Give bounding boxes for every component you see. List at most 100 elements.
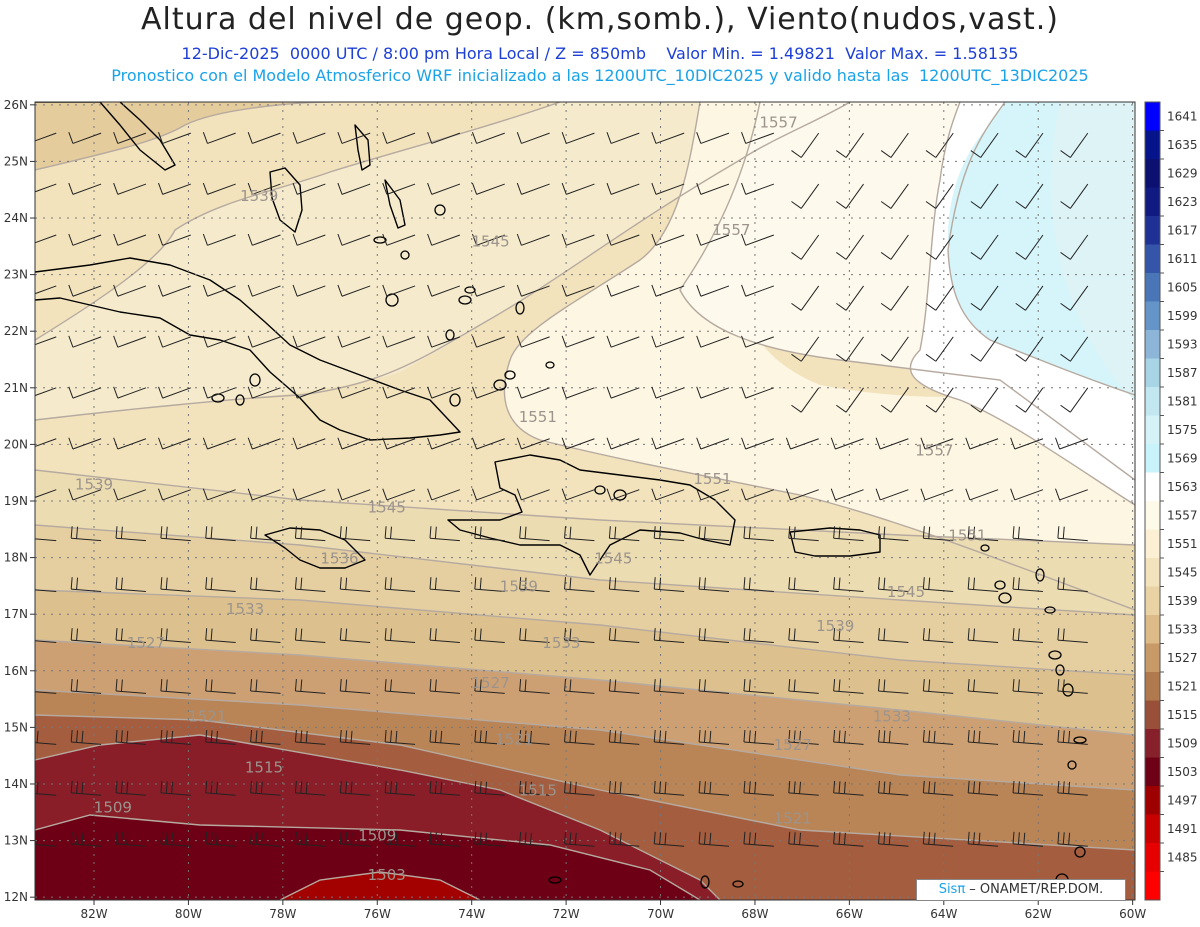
wind-barb bbox=[791, 285, 820, 311]
wind-barb bbox=[294, 729, 326, 745]
barb-staff bbox=[519, 639, 550, 643]
lon-label: 74W bbox=[458, 907, 485, 921]
barb-feather bbox=[619, 781, 622, 794]
barb-staff bbox=[205, 639, 236, 643]
wind-barb bbox=[115, 679, 146, 694]
barb-staff bbox=[564, 639, 595, 643]
barb-feather bbox=[880, 353, 892, 362]
barb-feather bbox=[205, 780, 208, 793]
coastline-4 bbox=[269, 167, 303, 233]
barb-feather bbox=[1012, 628, 1015, 641]
barb-feather bbox=[76, 628, 79, 641]
barb-feather bbox=[305, 832, 308, 845]
barb-feather bbox=[569, 679, 572, 692]
wind-barb bbox=[68, 284, 102, 297]
barb-feather bbox=[608, 577, 611, 590]
barb-feather bbox=[429, 679, 432, 692]
wind-barb bbox=[247, 284, 281, 297]
wind-barb bbox=[877, 577, 909, 593]
barb-staff bbox=[71, 639, 102, 643]
barb-feather bbox=[202, 437, 208, 450]
barb-feather bbox=[698, 831, 701, 844]
barb-feather bbox=[160, 577, 163, 590]
barb-staff bbox=[566, 132, 595, 144]
barb-staff bbox=[162, 234, 191, 246]
barb-staff bbox=[655, 285, 685, 297]
barb-staff bbox=[700, 336, 730, 348]
barb-feather bbox=[1057, 831, 1060, 844]
barb-staff bbox=[845, 285, 864, 311]
lat-label: 13N bbox=[4, 834, 28, 848]
barb-staff bbox=[386, 336, 416, 348]
wind-barb bbox=[250, 628, 281, 643]
barb-feather bbox=[68, 284, 74, 297]
barb-feather bbox=[384, 526, 387, 539]
wind-barb bbox=[741, 284, 775, 297]
wind-barb bbox=[877, 679, 909, 694]
barb-staff bbox=[566, 285, 595, 297]
wind-barb bbox=[384, 577, 416, 593]
lat-lon-grid bbox=[35, 102, 1135, 900]
barb-feather bbox=[440, 832, 443, 845]
wind-barb bbox=[294, 577, 326, 593]
barb-feather bbox=[479, 526, 482, 539]
colorbar-label: 1485 bbox=[1167, 850, 1198, 864]
wind-barb bbox=[833, 831, 864, 847]
barb-feather bbox=[24, 132, 28, 143]
barb-feather bbox=[529, 832, 532, 845]
barb-feather bbox=[158, 386, 164, 399]
barb-staff bbox=[935, 387, 954, 413]
barb-feather bbox=[529, 730, 532, 743]
barb-feather bbox=[651, 182, 657, 195]
barb-feather bbox=[748, 526, 751, 539]
barb-staff bbox=[341, 285, 371, 297]
barb-staff bbox=[700, 387, 730, 399]
wind-barb bbox=[205, 729, 236, 745]
barb-staff bbox=[566, 336, 595, 348]
barb-feather bbox=[1062, 526, 1065, 539]
barb-feather bbox=[345, 628, 348, 641]
contour-north-2 bbox=[35, 102, 851, 421]
barb-feather bbox=[973, 628, 976, 641]
wind-barb bbox=[606, 131, 640, 144]
barb-feather bbox=[479, 730, 482, 743]
lon-label: 60W bbox=[1119, 907, 1146, 921]
barb-staff bbox=[1025, 336, 1044, 362]
wind-barb bbox=[292, 131, 326, 144]
barb-staff bbox=[845, 234, 864, 260]
barb-staff bbox=[341, 336, 371, 348]
barb-feather bbox=[888, 832, 891, 845]
wind-barb bbox=[519, 526, 550, 542]
barb-feather bbox=[160, 679, 163, 692]
wind-barb bbox=[384, 679, 416, 694]
wind-barb bbox=[1060, 234, 1089, 260]
barb-feather bbox=[300, 679, 303, 692]
contour-label: 1545 bbox=[594, 549, 632, 567]
wind-barb bbox=[743, 729, 774, 745]
barb-feather bbox=[922, 679, 925, 692]
barb-feather bbox=[754, 832, 757, 845]
lat-label: 12N bbox=[4, 890, 28, 904]
wind-barb bbox=[471, 182, 505, 195]
barb-staff bbox=[341, 132, 371, 144]
wind-barb bbox=[836, 336, 864, 362]
contour-north-6 bbox=[947, 102, 1135, 396]
barb-staff bbox=[609, 843, 640, 847]
barb-feather bbox=[471, 437, 478, 450]
wind-barb bbox=[608, 780, 640, 796]
wind-barb bbox=[250, 526, 281, 542]
barb-staff bbox=[35, 844, 57, 847]
wind-barb bbox=[471, 233, 505, 246]
barb-feather bbox=[384, 831, 387, 844]
barb-staff bbox=[431, 387, 461, 399]
barb-feather bbox=[390, 577, 392, 590]
wind-barb bbox=[292, 386, 326, 399]
wind-barb bbox=[561, 488, 595, 501]
barb-feather bbox=[659, 730, 662, 743]
barb-feather bbox=[81, 832, 84, 845]
wind-barb bbox=[698, 577, 730, 593]
contour-labels: 1557 1557 1539 1545 1551 1557 1551 1551 1539 1545… bbox=[75, 113, 987, 884]
wind-barb bbox=[922, 628, 954, 643]
wind-barb bbox=[922, 679, 954, 694]
colorbar-swatch bbox=[1145, 102, 1160, 131]
